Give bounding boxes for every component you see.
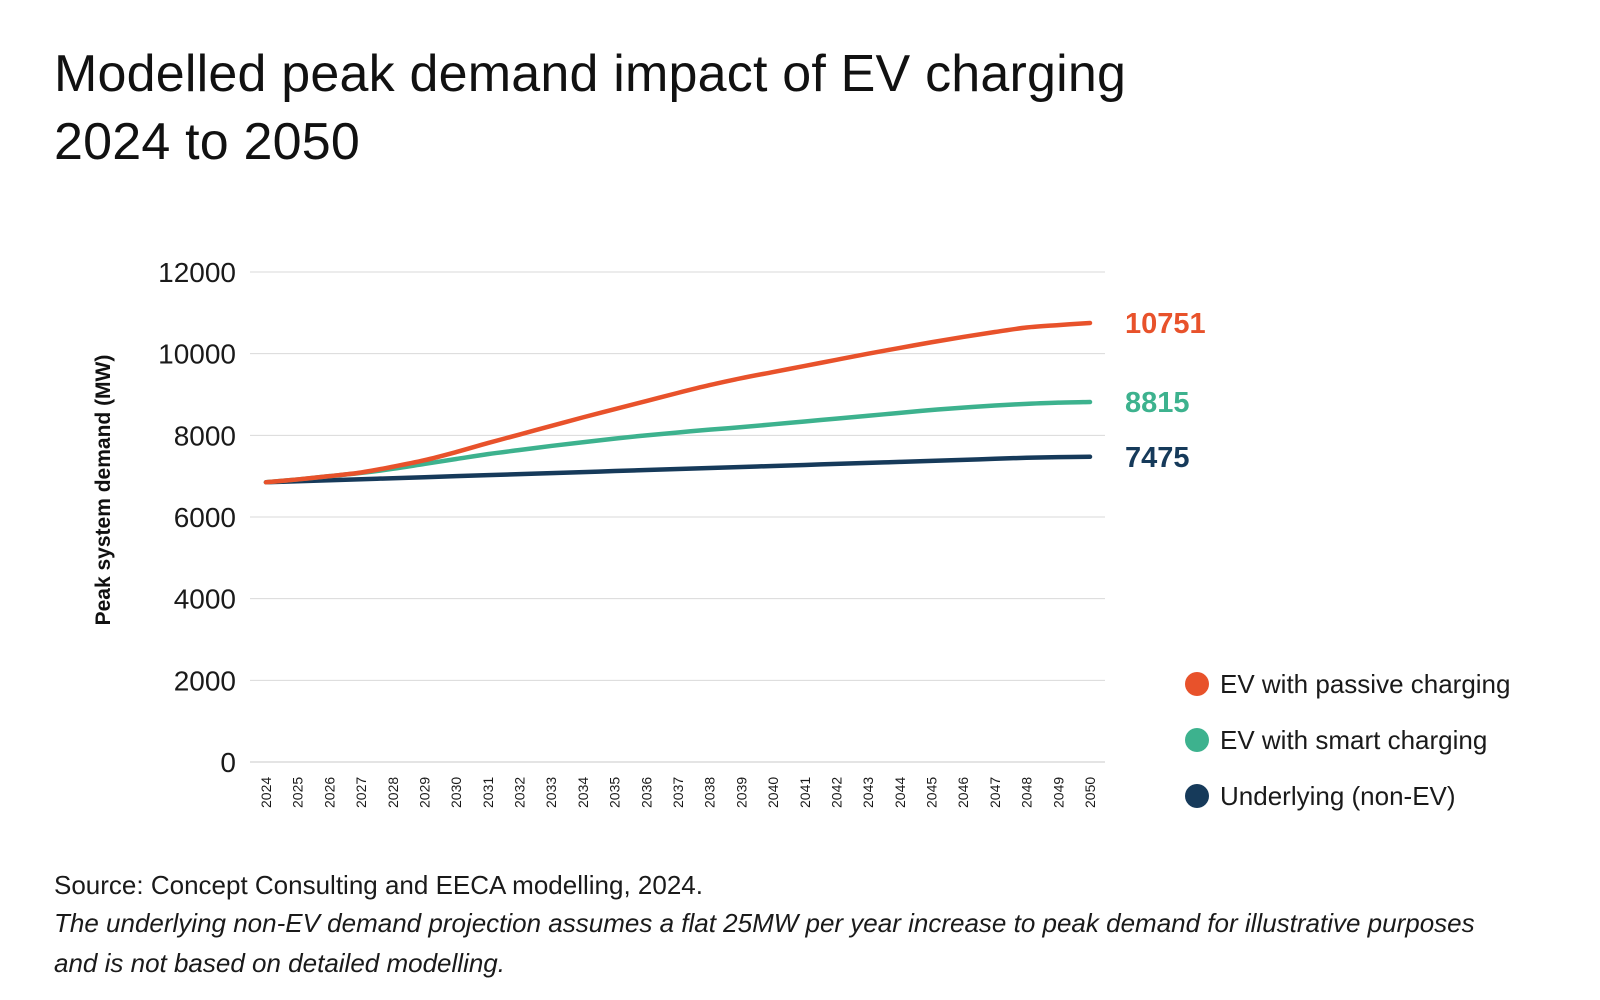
x-tick-label: 2033 — [543, 777, 559, 808]
x-tick-label: 2044 — [892, 777, 908, 808]
x-tick-label: 2047 — [987, 777, 1003, 808]
chart-title-line-2: 2024 to 2050 — [54, 113, 361, 171]
legend-label: EV with smart charging — [1220, 725, 1487, 755]
x-tick-label: 2025 — [290, 777, 306, 808]
y-tick-label: 12000 — [158, 257, 236, 288]
end-labels: 10751 8815 7475 — [1125, 308, 1206, 474]
y-axis-ticks: 0 2000 4000 6000 8000 10000 12000 — [158, 257, 236, 778]
x-tick-label: 2036 — [638, 777, 654, 808]
x-axis-ticks: 2024 2025 2026 2027 2028 2029 2030 2031 2032 2033… — [258, 777, 1098, 808]
legend-swatch — [1185, 728, 1209, 752]
source-note: Source: Concept Consulting and EECA mode… — [54, 870, 703, 900]
legend-label: EV with passive charging — [1220, 669, 1510, 699]
y-tick-label: 0 — [220, 747, 236, 778]
x-tick-label: 2027 — [353, 777, 369, 808]
y-axis-label: Peak system demand (MW) — [92, 355, 115, 626]
x-tick-label: 2040 — [765, 777, 781, 808]
x-tick-label: 2039 — [733, 777, 749, 808]
x-tick-label: 2026 — [321, 777, 337, 808]
x-tick-label: 2050 — [1082, 777, 1098, 808]
gridlines — [250, 271, 1105, 763]
x-tick-label: 2042 — [828, 777, 844, 808]
x-tick-label: 2034 — [575, 777, 591, 808]
x-tick-label: 2031 — [480, 777, 496, 808]
x-tick-label: 2043 — [860, 777, 876, 808]
x-tick-label: 2032 — [512, 777, 528, 808]
methodology-note: The underlying non-EV demand projection … — [54, 908, 1475, 978]
x-tick-label: 2046 — [955, 777, 971, 808]
legend: EV with passive charging EV with smart ch… — [1185, 669, 1510, 811]
x-tick-label: 2045 — [924, 777, 940, 808]
x-tick-label: 2029 — [416, 777, 432, 808]
x-tick-label: 2038 — [702, 777, 718, 808]
legend-swatch — [1185, 672, 1209, 696]
x-tick-label: 2035 — [607, 777, 623, 808]
end-value-label: 10751 — [1125, 308, 1206, 340]
series-line-ev-with-passive-charging — [263, 320, 1093, 485]
chart-title-line-1: Modelled peak demand impact of EV chargi… — [54, 45, 1127, 103]
x-tick-label: 2037 — [670, 777, 686, 808]
x-tick-label: 2049 — [1050, 777, 1066, 808]
series-lines — [263, 320, 1093, 485]
x-tick-label: 2030 — [448, 777, 464, 808]
y-tick-label: 6000 — [174, 502, 236, 533]
end-value-label: 7475 — [1125, 442, 1190, 474]
series-line-underlying-non-ev- — [263, 454, 1093, 485]
y-tick-label: 10000 — [158, 339, 236, 370]
series-line-ev-with-smart-charging — [263, 399, 1093, 485]
y-tick-label: 8000 — [174, 420, 236, 451]
x-tick-label: 2041 — [797, 777, 813, 808]
end-value-label: 8815 — [1125, 387, 1190, 419]
legend-label: Underlying (non-EV) — [1220, 781, 1456, 811]
x-tick-label: 2028 — [385, 777, 401, 808]
chart-title: Modelled peak demand impact of EV chargi… — [54, 40, 1126, 176]
y-tick-label: 2000 — [174, 665, 236, 696]
line-chart: 0 2000 4000 6000 8000 10000 12000 2024 2025 2026… — [92, 257, 1510, 811]
x-tick-label: 2048 — [1019, 777, 1035, 808]
y-tick-label: 4000 — [174, 584, 236, 615]
x-tick-label: 2024 — [258, 777, 274, 808]
legend-swatch — [1185, 784, 1209, 808]
